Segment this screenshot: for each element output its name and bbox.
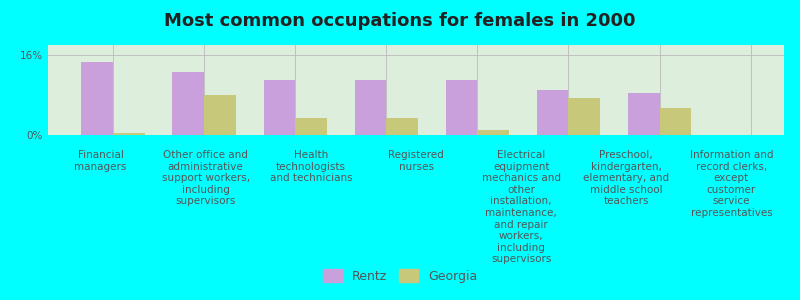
Text: Health
technologists
and technicians: Health technologists and technicians: [270, 150, 352, 183]
Text: Electrical
equipment
mechanics and
other
installation,
maintenance,
and repair
w: Electrical equipment mechanics and other…: [482, 150, 561, 264]
Text: Information and
record clerks,
except
customer
service
representatives: Information and record clerks, except cu…: [690, 150, 773, 218]
Text: Financial
managers: Financial managers: [74, 150, 126, 172]
Bar: [82, 62, 114, 135]
Text: Most common occupations for females in 2000: Most common occupations for females in 2…: [164, 12, 636, 30]
Bar: [628, 92, 659, 135]
Legend: Rentz, Georgia: Rentz, Georgia: [318, 264, 482, 288]
Bar: [204, 95, 236, 135]
Bar: [446, 80, 478, 135]
Text: Other office and
administrative
support workers,
including
supervisors: Other office and administrative support …: [162, 150, 250, 206]
Bar: [478, 130, 510, 135]
Bar: [263, 80, 295, 135]
Text: Registered
nurses: Registered nurses: [388, 150, 444, 172]
Bar: [569, 98, 600, 135]
Text: Preschool,
kindergarten,
elementary, and
middle school
teachers: Preschool, kindergarten, elementary, and…: [583, 150, 670, 206]
Bar: [114, 133, 145, 135]
Bar: [295, 118, 327, 135]
Bar: [537, 90, 569, 135]
Bar: [173, 73, 204, 135]
Bar: [386, 118, 418, 135]
Bar: [659, 107, 691, 135]
Bar: [354, 80, 386, 135]
